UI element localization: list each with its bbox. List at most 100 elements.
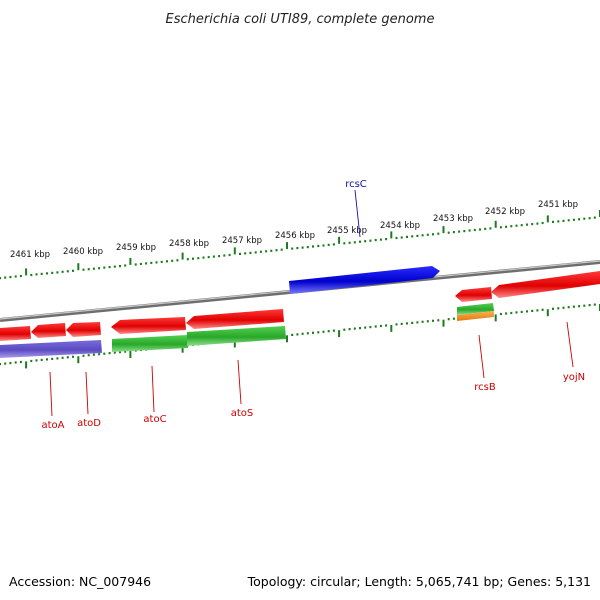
outer-minor-tick <box>468 229 471 232</box>
outer-minor-tick <box>562 219 565 222</box>
outer-minor-tick <box>411 235 414 238</box>
gene-atoD2-red[interactable] <box>66 322 101 337</box>
gene-atoC-green[interactable] <box>112 335 188 352</box>
outer-minor-tick <box>223 254 226 257</box>
outer-major-tick <box>546 215 549 223</box>
label-atoA[interactable]: atoA <box>41 420 64 431</box>
outer-minor-tick <box>19 274 22 278</box>
inner-minor-tick <box>30 359 33 363</box>
outer-minor-tick <box>458 230 461 233</box>
outer-minor-tick <box>30 273 33 277</box>
gene-rcsB-red[interactable] <box>455 287 492 302</box>
inner-minor-tick <box>385 324 388 327</box>
inner-minor-tick <box>124 350 127 353</box>
label-atoC[interactable]: atoC <box>143 414 166 425</box>
outer-minor-tick <box>150 261 153 264</box>
scale-label-2452: 2452 kbp <box>485 207 525 217</box>
gene-yojN[interactable] <box>491 271 600 298</box>
scale-label-2451: 2451 kbp <box>538 200 578 210</box>
scale-label-2453: 2453 kbp <box>433 214 473 224</box>
outer-minor-tick <box>510 225 513 228</box>
outer-minor-tick <box>541 221 544 225</box>
outer-minor-tick <box>322 244 325 247</box>
outer-minor-tick <box>426 233 429 236</box>
label-atoS[interactable]: atoS <box>231 408 254 419</box>
outer-minor-tick <box>552 220 554 223</box>
outer-minor-tick <box>9 276 12 279</box>
inner-minor-tick <box>61 356 64 359</box>
inner-minor-tick <box>343 328 346 331</box>
inner-minor-tick <box>119 351 121 354</box>
gene-atoA-red[interactable] <box>0 326 31 341</box>
outer-minor-tick <box>197 257 200 260</box>
inner-minor-tick <box>353 327 356 330</box>
scale-label-2460: 2460 kbp <box>63 247 103 257</box>
outer-minor-tick <box>92 267 95 270</box>
inner-minor-tick <box>301 332 304 335</box>
genome-summary-text: Topology: circular; Length: 5,065,741 bp… <box>247 574 591 589</box>
inner-minor-tick <box>447 318 450 321</box>
inner-minor-tick <box>35 359 38 362</box>
outer-minor-tick <box>312 245 314 248</box>
inner-minor-tick <box>113 351 116 354</box>
inner-minor-tick <box>317 331 320 334</box>
outer-minor-tick <box>463 230 466 233</box>
inner-minor-tick <box>515 311 518 314</box>
label-yojN[interactable]: yojN <box>563 372 585 383</box>
inner-major-tick <box>77 356 80 364</box>
leader-atoD <box>85 371 89 415</box>
outer-minor-tick <box>40 272 43 275</box>
gene-rcsC[interactable] <box>289 266 440 294</box>
inner-minor-tick <box>312 331 314 334</box>
outer-minor-tick <box>520 224 523 227</box>
gene-atoS-red[interactable] <box>186 309 284 329</box>
outer-major-tick <box>129 257 132 265</box>
inner-minor-tick <box>583 304 586 307</box>
inner-minor-tick <box>593 303 596 306</box>
outer-major-tick <box>25 268 28 276</box>
outer-minor-tick <box>192 257 194 260</box>
outer-minor-tick <box>98 267 101 270</box>
outer-minor-tick <box>259 250 262 253</box>
outer-minor-tick <box>379 238 382 241</box>
outer-minor-tick <box>249 251 252 254</box>
scale-label-2454: 2454 kbp <box>380 221 420 231</box>
outer-minor-tick <box>202 256 205 259</box>
inner-minor-tick <box>536 309 539 312</box>
inner-minor-tick <box>531 309 534 312</box>
inner-major-tick <box>546 309 549 317</box>
inner-minor-tick <box>322 330 325 333</box>
outer-minor-tick <box>139 262 142 266</box>
outer-minor-tick <box>218 255 221 258</box>
inner-minor-tick <box>452 317 455 320</box>
gene-atoC-red[interactable] <box>111 317 186 334</box>
inner-minor-tick <box>108 352 111 355</box>
leader-atoS <box>237 359 242 405</box>
outer-major-tick <box>494 220 497 228</box>
outer-minor-tick <box>452 231 455 234</box>
label-atoD[interactable]: atoD <box>77 418 101 429</box>
inner-minor-tick <box>72 355 74 358</box>
inner-minor-tick <box>19 360 22 364</box>
inner-minor-tick <box>291 333 294 336</box>
outer-minor-tick <box>207 256 210 259</box>
inner-major-tick <box>233 340 236 348</box>
outer-minor-tick <box>406 235 408 238</box>
gene-atoA-purple[interactable] <box>0 340 102 358</box>
label-rcsB[interactable]: rcsB <box>474 382 496 393</box>
outer-minor-tick <box>437 232 440 235</box>
inner-major-tick <box>390 324 393 332</box>
gene-rcsB-orange[interactable] <box>457 311 494 321</box>
inner-minor-tick <box>379 324 382 328</box>
outer-minor-tick <box>103 266 106 269</box>
outer-minor-tick <box>306 246 309 249</box>
gene-atoD-red[interactable] <box>31 323 66 338</box>
outer-major-tick <box>442 226 445 234</box>
outer-minor-tick <box>385 238 388 241</box>
label-rcsC[interactable]: rcsC <box>345 179 367 190</box>
outer-minor-tick <box>14 275 17 278</box>
gene-atoS-green[interactable] <box>187 326 286 346</box>
inner-minor-tick <box>46 358 48 361</box>
outer-minor-tick <box>108 266 111 269</box>
